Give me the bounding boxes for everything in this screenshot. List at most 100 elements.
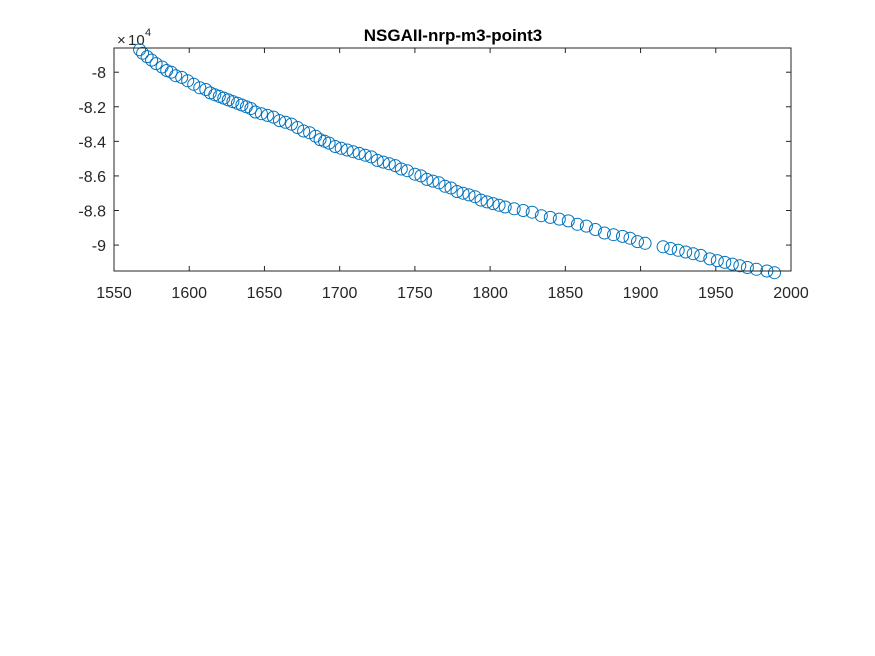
x-tick-label: 1700 bbox=[322, 285, 358, 302]
data-point bbox=[768, 266, 781, 280]
data-point bbox=[352, 146, 366, 160]
data-point bbox=[382, 157, 396, 171]
y-tick-label: -8.2 bbox=[78, 100, 106, 117]
data-point bbox=[703, 252, 717, 266]
y-tick-label: -8.4 bbox=[78, 134, 106, 151]
data-point bbox=[679, 245, 693, 259]
data-point bbox=[671, 243, 685, 257]
data-point bbox=[149, 57, 163, 71]
data-point bbox=[561, 214, 575, 228]
x-tick-label: 1900 bbox=[623, 285, 659, 302]
y-scale-base: 10 bbox=[128, 32, 145, 49]
data-point bbox=[285, 117, 298, 131]
x-tick-label: 1950 bbox=[698, 285, 734, 302]
data-point bbox=[486, 197, 500, 211]
data-point bbox=[579, 219, 593, 233]
y-axis-ticks: -8 -8.2 -8.4 -8.6 -8.8 -9 bbox=[78, 65, 791, 255]
data-point bbox=[254, 107, 268, 121]
data-point bbox=[420, 172, 434, 186]
data-point bbox=[749, 262, 763, 276]
data-point bbox=[175, 70, 189, 84]
data-point bbox=[623, 231, 637, 245]
y-tick-label: -8 bbox=[92, 65, 106, 82]
data-point bbox=[480, 195, 494, 209]
data-point bbox=[394, 162, 408, 176]
data-point bbox=[291, 121, 304, 134]
data-point bbox=[498, 200, 512, 214]
data-point bbox=[426, 174, 440, 188]
data-point bbox=[261, 108, 274, 122]
data-point bbox=[456, 186, 470, 200]
data-point bbox=[388, 159, 402, 173]
data-point bbox=[297, 124, 311, 138]
data-point bbox=[638, 236, 652, 250]
data-point bbox=[358, 148, 372, 162]
data-point bbox=[516, 204, 530, 217]
data-point bbox=[507, 202, 521, 216]
data-point bbox=[686, 247, 700, 261]
y-tick-label: -9 bbox=[92, 238, 106, 255]
data-points bbox=[133, 43, 781, 280]
axes-box bbox=[113, 47, 792, 272]
data-point bbox=[462, 188, 476, 202]
data-point bbox=[438, 179, 452, 193]
y-tick-label: -8.6 bbox=[78, 169, 106, 186]
data-point bbox=[408, 167, 422, 181]
data-point bbox=[525, 205, 539, 219]
data-point bbox=[492, 198, 506, 212]
x-tick-label: 1800 bbox=[472, 285, 508, 302]
data-point bbox=[136, 46, 150, 60]
y-scale-times: × bbox=[117, 32, 126, 49]
data-point bbox=[248, 105, 262, 119]
data-point bbox=[588, 223, 602, 236]
data-point bbox=[376, 155, 390, 169]
data-point bbox=[450, 185, 464, 198]
x-tick-label: 1850 bbox=[548, 285, 584, 302]
data-point bbox=[552, 212, 566, 226]
data-point bbox=[322, 136, 336, 150]
data-point bbox=[597, 226, 611, 240]
x-tick-label: 2000 bbox=[773, 285, 809, 302]
data-point bbox=[725, 257, 739, 271]
data-point bbox=[340, 143, 354, 157]
x-tick-label: 1650 bbox=[247, 285, 283, 302]
data-point bbox=[733, 259, 747, 273]
data-point bbox=[279, 115, 292, 129]
data-point bbox=[474, 193, 488, 207]
data-point bbox=[334, 141, 348, 155]
data-point bbox=[631, 235, 644, 249]
data-point bbox=[244, 102, 258, 115]
data-point bbox=[133, 43, 147, 57]
data-point bbox=[145, 53, 159, 67]
data-point bbox=[370, 153, 384, 167]
data-point bbox=[543, 210, 557, 224]
y-tick-label: -8.8 bbox=[78, 203, 106, 220]
data-point bbox=[710, 254, 724, 268]
data-point bbox=[468, 190, 482, 204]
x-axis-ticks: 1550 1600 1650 1700 1750 1800 1850 1900 1950 2000 bbox=[96, 48, 809, 302]
x-tick-label: 1750 bbox=[397, 285, 433, 302]
data-point bbox=[616, 229, 629, 243]
data-point bbox=[164, 65, 178, 79]
data-point bbox=[140, 50, 154, 64]
data-point bbox=[534, 209, 548, 223]
y-scale-exponent: 4 bbox=[145, 27, 151, 39]
data-point bbox=[193, 81, 207, 95]
data-point bbox=[328, 140, 342, 153]
data-point bbox=[694, 248, 708, 262]
data-point bbox=[570, 217, 584, 231]
data-point bbox=[740, 261, 754, 274]
x-tick-label: 1550 bbox=[96, 285, 132, 302]
data-point bbox=[718, 255, 732, 269]
data-point bbox=[656, 240, 670, 254]
y-scale-factor: × 10 4 bbox=[117, 27, 151, 49]
data-point bbox=[169, 69, 183, 83]
data-point bbox=[400, 164, 414, 178]
data-point bbox=[664, 242, 678, 255]
data-point bbox=[346, 145, 360, 159]
chart-title: NSGAII-nrp-m3-point3 bbox=[364, 26, 543, 45]
data-point bbox=[187, 77, 201, 91]
x-tick-label: 1600 bbox=[171, 285, 207, 302]
